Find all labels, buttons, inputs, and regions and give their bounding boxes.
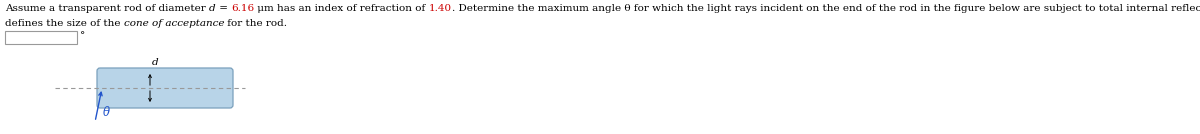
Text: θ: θ — [103, 105, 110, 118]
Text: d: d — [209, 4, 216, 13]
Text: 1.40: 1.40 — [428, 4, 451, 13]
Text: Assume a transparent rod of diameter: Assume a transparent rod of diameter — [5, 4, 209, 13]
Text: d: d — [152, 58, 158, 67]
Text: for the rod.: for the rod. — [224, 19, 287, 28]
Text: °: ° — [80, 31, 85, 40]
FancyBboxPatch shape — [97, 68, 233, 108]
Text: defines the size of the: defines the size of the — [5, 19, 124, 28]
Text: . Determine the maximum angle θ for which the light rays incident on the end of : . Determine the maximum angle θ for whic… — [451, 4, 1200, 13]
Text: =: = — [216, 4, 230, 13]
Text: cone of acceptance: cone of acceptance — [124, 19, 224, 28]
Text: 6.16: 6.16 — [230, 4, 254, 13]
Text: μm has an index of refraction of: μm has an index of refraction of — [254, 4, 428, 13]
Bar — [5, 31, 77, 44]
